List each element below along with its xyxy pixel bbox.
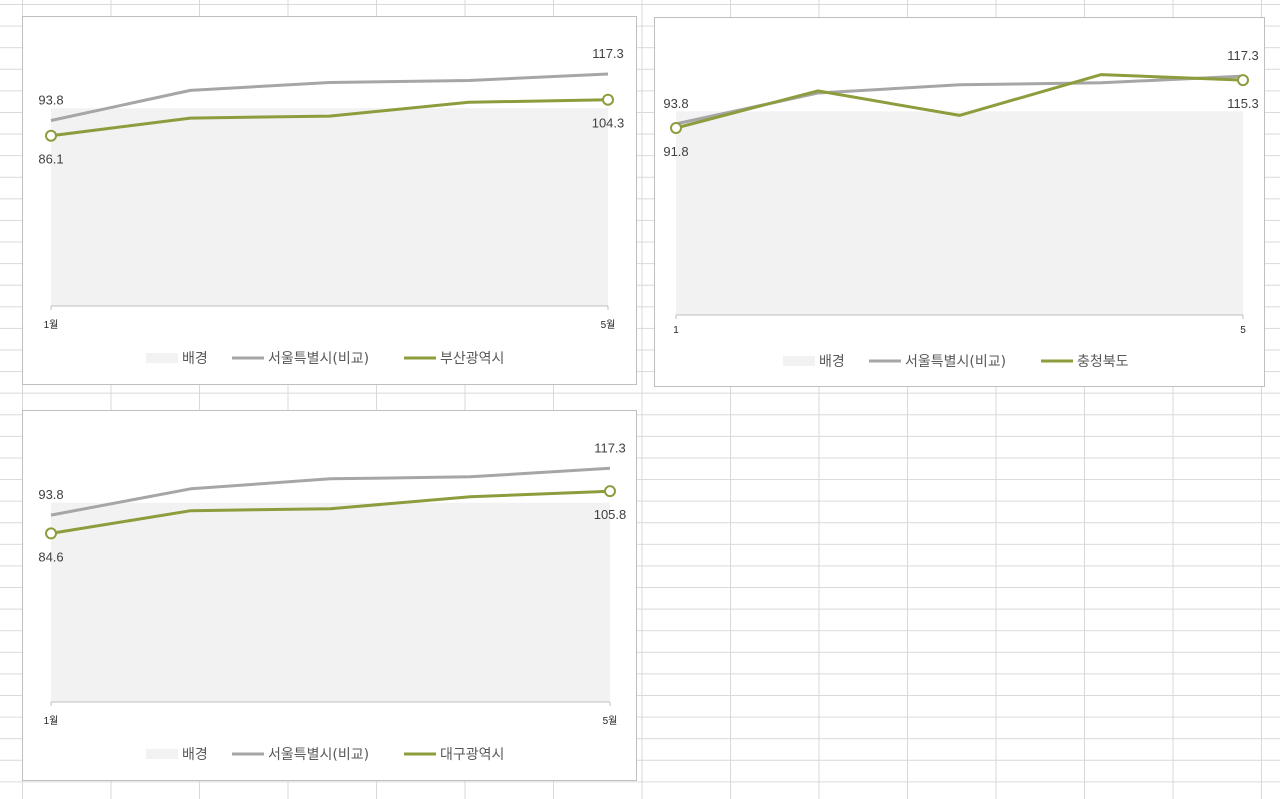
legend-swatch-background (783, 356, 815, 366)
comparison-start-label: 93.8 (38, 92, 63, 107)
region-endpoint-marker[interactable] (604, 485, 616, 498)
legend-label-background: 배경 (182, 747, 208, 763)
region-endpoint-marker[interactable] (45, 129, 57, 142)
legend-label-comparison: 서울특별시(비교) (268, 747, 369, 763)
comparison-end-label: 117.3 (592, 46, 624, 61)
background-area (676, 111, 1243, 315)
background-area (51, 108, 608, 306)
region-start-label: 84.6 (38, 549, 63, 564)
region-series-line (675, 73, 1244, 130)
region-endpoint-marker[interactable] (1237, 74, 1249, 87)
region-start-label: 86.1 (38, 152, 63, 167)
legend-label-region: 충청북도 (1077, 354, 1129, 370)
comparison-end-label: 117.3 (1227, 48, 1259, 63)
comparison-start-label: 93.8 (663, 96, 688, 111)
comparison-end-label: 117.3 (594, 440, 626, 455)
region-endpoint-marker[interactable] (670, 122, 682, 134)
region-endpoint-marker[interactable] (602, 93, 614, 106)
region-end-label: 105.8 (594, 507, 627, 522)
background-area (51, 502, 610, 702)
x-tick-label: 5월 (601, 319, 616, 331)
region-endpoint-marker[interactable] (45, 527, 57, 540)
region-series-line (50, 489, 611, 535)
legend-label-comparison: 서울특별시(비교) (905, 354, 1006, 370)
x-tick-label: 1월 (44, 319, 59, 331)
legend-label-background: 배경 (182, 351, 208, 367)
region-end-label: 104.3 (592, 116, 625, 131)
chart-chungbuk[interactable]: 1 5 93.8 117.3 91.8 115.3 배경 서울특별시(비교) 충청북도 (654, 17, 1265, 387)
x-tick-label: 1월 (44, 715, 59, 727)
legend-label-region: 부산광역시 (440, 351, 504, 367)
comparison-start-label: 93.8 (38, 487, 63, 502)
comparison-series-line (50, 466, 611, 517)
chart-busan[interactable]: 1월 5월 93.8 117.3 86.1 104.3 배경 서울특별시(비교) 부산광역시 (22, 16, 637, 385)
legend-label-region: 대구광역시 (440, 747, 504, 763)
region-start-label: 91.8 (663, 144, 688, 159)
chart-svg: 1월 5월 93.8 117.3 86.1 104.3 배경 서울특별시(비교) 부산광역시 (38, 46, 625, 367)
region-series-line (50, 98, 609, 138)
x-tick-label: 1 (673, 325, 679, 336)
legend-label-comparison: 서울특별시(비교) (268, 351, 369, 367)
region-end-label: 115.3 (1227, 96, 1259, 111)
chart-svg: 1 5 93.8 117.3 91.8 115.3 배경 서울특별시(비교) 충청북도 (663, 48, 1259, 370)
legend-label-background: 배경 (819, 354, 845, 370)
comparison-series-line (50, 72, 609, 122)
x-tick-label: 5월 (603, 715, 618, 727)
legend-swatch-background (146, 353, 178, 363)
chart-svg: 1월 5월 93.8 117.3 84.6 105.8 배경 서울특별시(비교) 대구광역시 (38, 440, 627, 763)
x-tick-label: 5 (1240, 325, 1246, 336)
chart-daegu[interactable]: 1월 5월 93.8 117.3 84.6 105.8 배경 서울특별시(비교) 대구광역시 (22, 410, 637, 781)
legend-swatch-background (146, 749, 178, 759)
